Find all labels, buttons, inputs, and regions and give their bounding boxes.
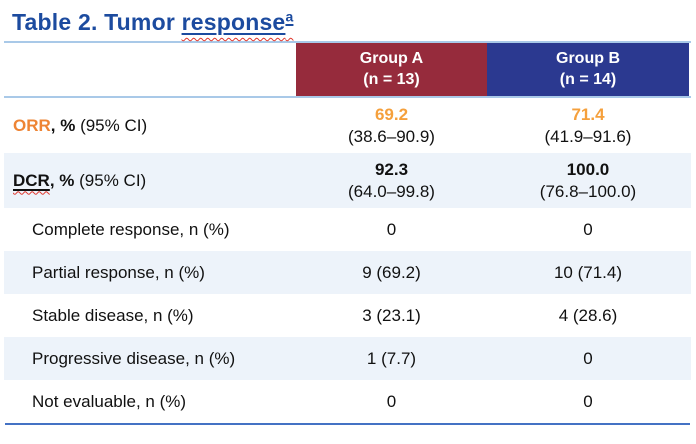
dcr-label-bold: , % xyxy=(49,170,75,190)
stable-disease-group-a: 3 (23.1) xyxy=(362,305,421,325)
group-b-n: (n = 14) xyxy=(559,70,617,88)
title-footnote-superscript: a xyxy=(285,8,294,25)
table-header-row: Group A (n = 13) Group B (n = 14) xyxy=(4,41,691,98)
orr-a-ci: (38.6–90.9) xyxy=(348,126,435,146)
title-prefix: Table 2. Tumor xyxy=(12,9,182,35)
dcr-term: DCR xyxy=(13,170,50,190)
progressive-disease-group-b: 0 xyxy=(583,348,593,368)
table-row-stable-disease: Stable disease, n (%) 3 (23.1) 4 (28.6) xyxy=(4,294,691,337)
not-evaluable-group-b: 0 xyxy=(583,391,593,411)
tumor-response-table: Group A (n = 13) Group B (n = 14) ORR, %… xyxy=(4,41,691,423)
progressive-disease-label: Progressive disease, n (%) xyxy=(32,348,236,368)
partial-response-group-b: 10 (71.4) xyxy=(553,262,623,282)
table-row-complete-response: Complete response, n (%) 0 0 xyxy=(4,208,691,251)
dcr-spellcheck-squiggle: DCR xyxy=(13,171,50,190)
dcr-group-b-value: 100.0 (76.8–100.0) xyxy=(487,159,689,202)
dcr-group-a-value: 92.3 (64.0–99.8) xyxy=(296,159,487,202)
table-row-orr: ORR, % (95% CI) 69.2 (38.6–90.9) 71.4 (4… xyxy=(4,98,691,153)
orr-label: ORR, % (95% CI) xyxy=(4,116,296,136)
title-spellcheck-squiggle: responsea xyxy=(182,9,294,35)
dcr-label-rest: (95% CI) xyxy=(74,170,147,190)
orr-term: ORR xyxy=(13,115,51,135)
title-emphasized-word: response xyxy=(181,9,286,35)
not-evaluable-label: Not evaluable, n (%) xyxy=(32,391,187,411)
group-b-name: Group B xyxy=(556,49,620,67)
orr-group-b-value: 71.4 (41.9–91.6) xyxy=(487,104,689,147)
orr-label-bold: , % xyxy=(50,115,76,135)
table-title: Table 2. Tumor responsea xyxy=(0,0,696,41)
table-bottom-rule xyxy=(5,423,690,425)
table-row-dcr: DCR, % (95% CI) 92.3 (64.0–99.8) 100.0 (… xyxy=(4,153,691,208)
orr-group-a-value: 69.2 (38.6–90.9) xyxy=(296,104,487,147)
complete-response-group-b: 0 xyxy=(583,219,593,239)
dcr-b-main: 100.0 xyxy=(566,160,610,180)
stable-disease-group-b: 4 (28.6) xyxy=(558,305,618,325)
table-row-progressive-disease: Progressive disease, n (%) 1 (7.7) 0 xyxy=(4,337,691,380)
group-a-n: (n = 13) xyxy=(363,70,420,88)
dcr-a-main: 92.3 xyxy=(374,160,409,180)
complete-response-group-a: 0 xyxy=(386,219,397,239)
partial-response-group-a: 9 (69.2) xyxy=(362,262,421,282)
progressive-disease-group-a: 1 (7.7) xyxy=(366,348,417,368)
stable-disease-label: Stable disease, n (%) xyxy=(32,305,194,325)
partial-response-label: Partial response, n (%) xyxy=(32,262,205,282)
orr-label-rest: (95% CI) xyxy=(75,115,148,135)
header-group-b: Group B (n = 14) xyxy=(487,43,689,96)
orr-b-main: 71.4 xyxy=(571,105,605,125)
complete-response-label: Complete response, n (%) xyxy=(32,219,230,239)
orr-b-ci: (41.9–91.6) xyxy=(544,126,632,146)
table-row-partial-response: Partial response, n (%) 9 (69.2) 10 (71.… xyxy=(4,251,691,294)
dcr-label: DCR, % (95% CI) xyxy=(4,171,296,191)
not-evaluable-group-a: 0 xyxy=(386,391,397,411)
dcr-b-ci: (76.8–100.0) xyxy=(539,181,637,201)
group-a-name: Group A xyxy=(359,49,424,67)
table-row-not-evaluable: Not evaluable, n (%) 0 0 xyxy=(4,380,691,423)
orr-a-main: 69.2 xyxy=(374,105,409,125)
header-group-a: Group A (n = 13) xyxy=(296,43,487,96)
dcr-a-ci: (64.0–99.8) xyxy=(348,181,435,201)
